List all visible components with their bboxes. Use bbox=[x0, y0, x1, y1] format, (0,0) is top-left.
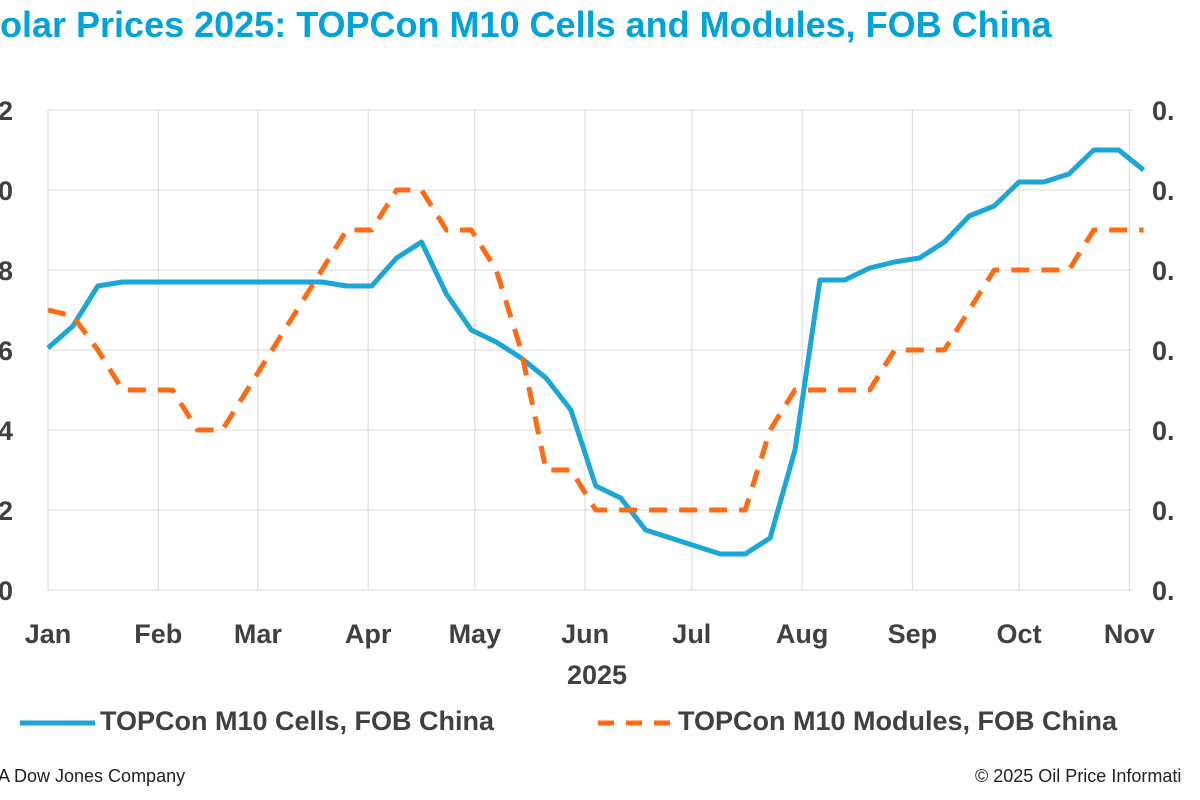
series-line-modules bbox=[47, 187, 1144, 513]
chart-title: olar Prices 2025: TOPCon M10 Cells and M… bbox=[0, 4, 1052, 45]
right-axis-tick-label: 0. bbox=[1152, 256, 1175, 286]
legend-cells: TOPCon M10 Cells, FOB China bbox=[20, 706, 494, 738]
x-tick-label: Mar bbox=[234, 619, 283, 649]
right-axis-tick-label: 0. bbox=[1152, 416, 1175, 446]
x-tick-label: Oct bbox=[997, 619, 1042, 649]
series-line-cells bbox=[46, 147, 1146, 557]
left-axis-tick-label: 2 bbox=[0, 496, 13, 526]
legend-cells-label: TOPCon M10 Cells, FOB China bbox=[100, 706, 495, 736]
left-axis-tick-label: 6 bbox=[0, 336, 13, 366]
left-axis-tick-label: 2 bbox=[0, 96, 13, 126]
right-axis-tick-label: 0. bbox=[1152, 96, 1175, 126]
x-tick-label: Nov bbox=[1104, 619, 1155, 649]
legend-modules: TOPCon M10 Modules, FOB China bbox=[598, 706, 1117, 738]
footer-left: A Dow Jones Company bbox=[0, 766, 186, 786]
x-tick-label: Feb bbox=[134, 619, 182, 649]
right-axis-tick-label: 0. bbox=[1152, 336, 1175, 366]
x-tick-label: Jul bbox=[672, 619, 711, 649]
x-axis-label: 2025 bbox=[567, 660, 627, 690]
legend-modules-swatch bbox=[598, 720, 673, 726]
right-axis-tick-label: 0. bbox=[1152, 176, 1175, 206]
right-axis-tick-label: 0. bbox=[1152, 496, 1175, 526]
left-axis-tick-label: 0 bbox=[0, 176, 13, 206]
x-tick-label: Jun bbox=[561, 619, 609, 649]
left-axis-tick-label: 8 bbox=[0, 256, 13, 286]
left-axis-tick-label: 0 bbox=[0, 576, 13, 606]
x-tick-label: Sep bbox=[888, 619, 938, 649]
legend-cells-swatch bbox=[20, 720, 95, 726]
right-axis-tick-label: 0. bbox=[1152, 576, 1175, 606]
x-tick-label: Jan bbox=[25, 619, 72, 649]
x-tick-label: May bbox=[449, 619, 502, 649]
footer-right: © 2025 Oil Price Informati bbox=[975, 766, 1182, 786]
legend-modules-label: TOPCon M10 Modules, FOB China bbox=[678, 706, 1118, 736]
x-tick-label: Apr bbox=[345, 619, 392, 649]
x-tick-label: Aug bbox=[776, 619, 828, 649]
left-axis-tick-label: 4 bbox=[0, 416, 13, 446]
